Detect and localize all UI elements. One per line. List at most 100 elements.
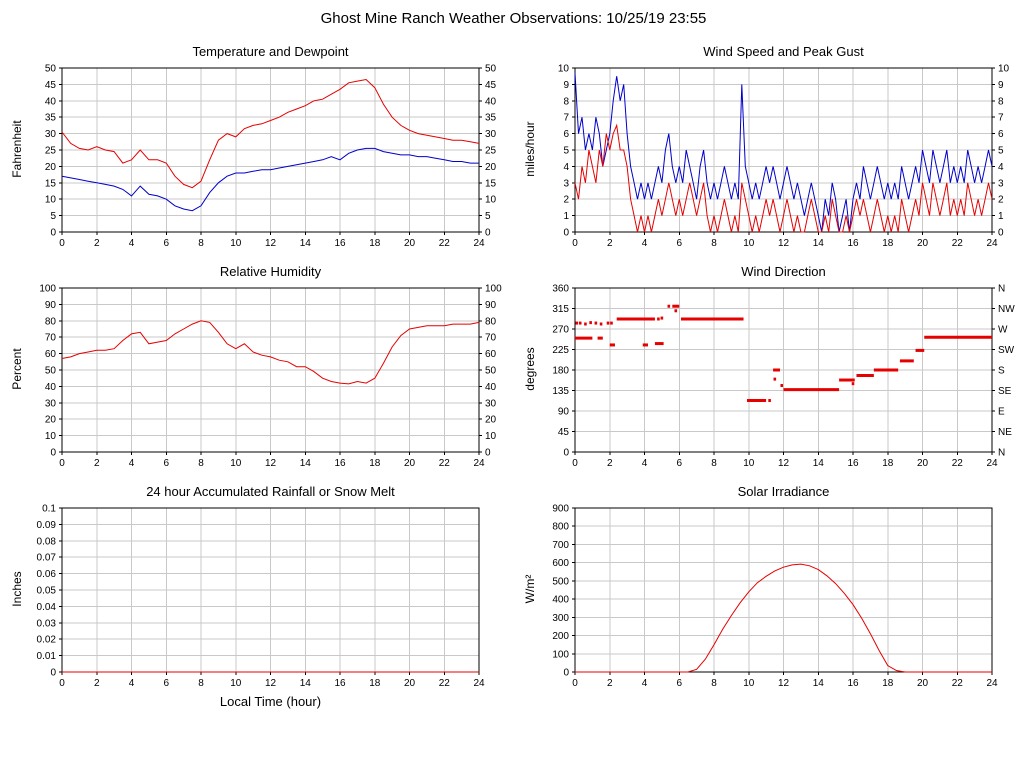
- svg-text:40: 40: [45, 96, 57, 107]
- solar-irradiance-chart: Solar Irradiance W/m² 0 2 4 6 8 10 12 14 16 18 20 2…: [513, 474, 1026, 709]
- svg-text:45: 45: [485, 80, 497, 91]
- svg-text:8: 8: [563, 96, 569, 107]
- svg-text:10: 10: [230, 238, 242, 249]
- svg-text:0.06: 0.06: [37, 569, 57, 580]
- svg-text:200: 200: [552, 631, 569, 642]
- svg-text:6: 6: [676, 678, 682, 689]
- svg-text:10: 10: [743, 238, 755, 249]
- svg-text:7: 7: [563, 113, 569, 124]
- svg-text:2: 2: [563, 195, 569, 206]
- svg-text:24: 24: [473, 458, 485, 469]
- svg-text:16: 16: [334, 238, 346, 249]
- svg-text:22: 22: [439, 238, 451, 249]
- svg-text:14: 14: [300, 458, 312, 469]
- svg-text:16: 16: [334, 458, 346, 469]
- svg-text:8: 8: [998, 96, 1004, 107]
- chart-title: Relative Humidity: [219, 264, 322, 279]
- svg-text:3: 3: [998, 178, 1004, 189]
- wind-speed-gust-plot: 0 2 4 6 8 10 12 14 16 18 20 22 240 01 12 23 34 45 56 67 78 89…: [558, 64, 1010, 250]
- chart-title: Solar Irradiance: [737, 484, 830, 499]
- svg-text:0.09: 0.09: [37, 520, 57, 531]
- svg-text:300: 300: [552, 613, 569, 624]
- svg-text:0.1: 0.1: [42, 504, 56, 515]
- chart-title: Temperature and Dewpoint: [192, 44, 349, 59]
- svg-text:8: 8: [198, 458, 204, 469]
- svg-text:24: 24: [986, 458, 998, 469]
- svg-text:6: 6: [163, 238, 169, 249]
- svg-text:NW: NW: [998, 304, 1015, 315]
- svg-text:14: 14: [300, 678, 312, 689]
- rainfall-chart: 24 hour Accumulated Rainfall or Snow Mel…: [0, 474, 513, 709]
- svg-text:90: 90: [485, 300, 497, 311]
- relative-humidity-chart: Relative Humidity Percent 0 2 4 6 8 10 12 14 16 1…: [0, 254, 513, 474]
- svg-text:2: 2: [607, 458, 613, 469]
- svg-text:E: E: [998, 407, 1005, 418]
- svg-text:90: 90: [558, 407, 570, 418]
- svg-text:5: 5: [998, 146, 1004, 157]
- svg-text:20: 20: [917, 678, 929, 689]
- svg-text:20: 20: [45, 415, 57, 426]
- svg-text:20: 20: [45, 162, 57, 173]
- svg-text:800: 800: [552, 522, 569, 533]
- svg-text:45: 45: [45, 80, 57, 91]
- svg-text:10: 10: [485, 431, 497, 442]
- svg-text:25: 25: [45, 146, 57, 157]
- svg-text:0.03: 0.03: [37, 618, 57, 629]
- svg-text:900: 900: [552, 504, 569, 515]
- svg-text:20: 20: [485, 162, 497, 173]
- svg-text:10: 10: [45, 195, 57, 206]
- svg-text:70: 70: [485, 333, 497, 344]
- page-title: Ghost Mine Ranch Weather Observations: 1…: [320, 10, 707, 27]
- svg-text:0.05: 0.05: [37, 586, 57, 597]
- y-axis-label: Inches: [10, 571, 24, 607]
- svg-text:16: 16: [334, 678, 346, 689]
- svg-text:0: 0: [485, 448, 491, 459]
- svg-text:2: 2: [607, 678, 613, 689]
- y-axis-label: Percent: [10, 348, 24, 390]
- svg-text:20: 20: [404, 678, 416, 689]
- svg-text:40: 40: [485, 96, 497, 107]
- svg-text:2: 2: [94, 238, 100, 249]
- svg-text:16: 16: [847, 678, 859, 689]
- svg-text:50: 50: [485, 366, 497, 377]
- svg-text:0.04: 0.04: [37, 602, 57, 613]
- svg-text:4: 4: [642, 678, 648, 689]
- svg-text:2: 2: [94, 458, 100, 469]
- svg-text:18: 18: [369, 458, 381, 469]
- svg-text:6: 6: [163, 678, 169, 689]
- svg-text:100: 100: [485, 284, 502, 295]
- svg-text:7: 7: [998, 113, 1004, 124]
- svg-text:4: 4: [642, 238, 648, 249]
- svg-text:8: 8: [711, 678, 717, 689]
- svg-text:20: 20: [917, 458, 929, 469]
- svg-text:50: 50: [45, 366, 57, 377]
- svg-text:35: 35: [485, 113, 497, 124]
- svg-text:0: 0: [563, 228, 569, 239]
- svg-text:270: 270: [552, 325, 569, 336]
- svg-text:10: 10: [45, 431, 57, 442]
- svg-text:0.02: 0.02: [37, 635, 57, 646]
- svg-text:W: W: [998, 325, 1008, 336]
- svg-text:400: 400: [552, 595, 569, 606]
- x-axis-label: Local Time (hour): [219, 694, 322, 709]
- svg-text:20: 20: [404, 458, 416, 469]
- svg-text:30: 30: [485, 398, 497, 409]
- svg-text:180: 180: [552, 366, 569, 377]
- svg-text:225: 225: [552, 345, 569, 356]
- svg-text:100: 100: [39, 284, 56, 295]
- svg-text:0: 0: [485, 228, 491, 239]
- svg-text:15: 15: [485, 178, 497, 189]
- svg-text:24: 24: [473, 238, 485, 249]
- svg-text:12: 12: [265, 678, 277, 689]
- svg-text:NE: NE: [998, 427, 1012, 438]
- svg-text:22: 22: [952, 458, 964, 469]
- chart-title: Wind Speed and Peak Gust: [703, 44, 864, 59]
- svg-text:4: 4: [642, 458, 648, 469]
- svg-text:22: 22: [952, 678, 964, 689]
- chart-title: 24 hour Accumulated Rainfall or Snow Mel…: [146, 484, 395, 499]
